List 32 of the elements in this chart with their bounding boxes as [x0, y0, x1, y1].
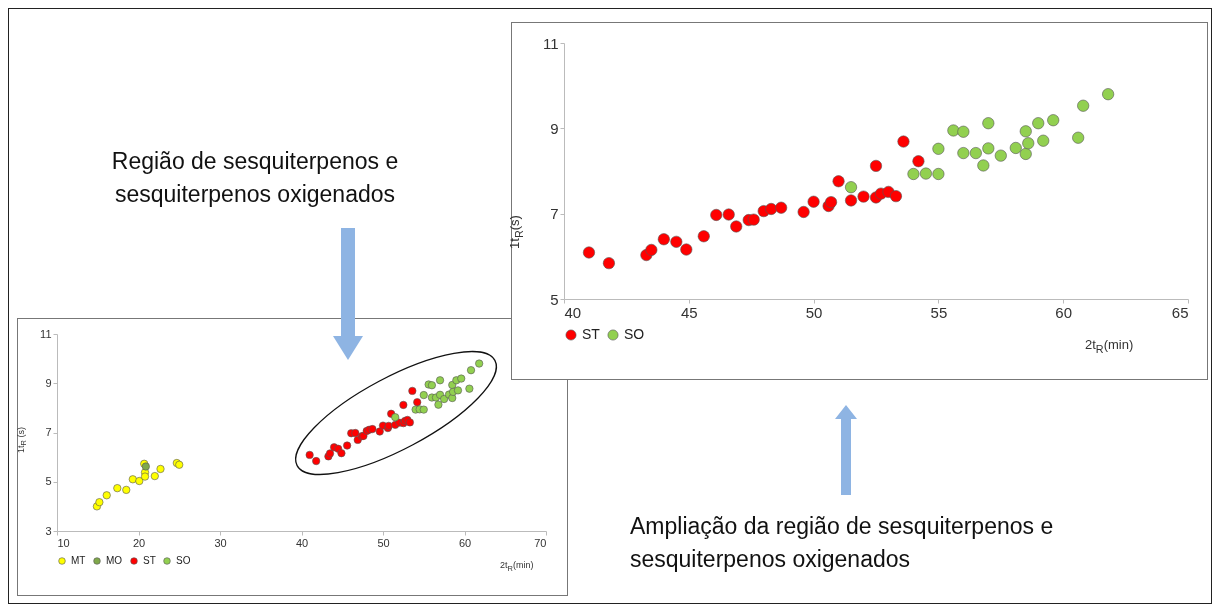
x-tick-label: 10 — [57, 536, 70, 549]
x-tick-label: 40 — [564, 303, 582, 321]
x-tick-label: 30 — [214, 536, 227, 549]
x-tick-label: 60 — [458, 536, 472, 549]
y-tick-label: 11 — [542, 34, 559, 52]
text: Região de sesquiterpenos e sesquiterpenos oxigenados — [110, 147, 400, 209]
x-tick-label: 55 — [930, 303, 948, 321]
y-tick-label: 3 — [45, 524, 52, 537]
x-tick-label: 50 — [377, 536, 390, 549]
legend-label: SO — [176, 555, 191, 566]
x-tick-label: 65 — [1171, 303, 1189, 321]
x-axis-title: 2t$_{R}$(min) — [500, 560, 534, 573]
y-tick-label: 11 — [40, 327, 52, 340]
y-tick-label: 9 — [45, 376, 52, 389]
x-tick-label: 20 — [132, 536, 146, 549]
text: Ampliação da região de sesquiterpenos e sesquiterpenos oxigenados — [630, 512, 1055, 574]
x-tick-label: 70 — [534, 536, 547, 549]
x-tick-label: 60 — [1055, 303, 1073, 321]
legend-label: MO — [106, 555, 123, 566]
y-tick-label: 7 — [45, 426, 52, 438]
x-axis-title: 2t$_{R}$(min) — [1085, 337, 1134, 355]
y-tick-label: 7 — [550, 205, 559, 223]
legend-label: MT — [71, 555, 86, 566]
legend-label: SO — [624, 326, 645, 342]
y-tick-label: 5 — [550, 290, 559, 308]
x-tick-label: 50 — [805, 303, 823, 321]
y-tick-label: 5 — [45, 475, 52, 488]
x-tick-label: 40 — [295, 536, 309, 549]
y-tick-label: 9 — [550, 119, 559, 137]
x-tick-label: 45 — [680, 303, 698, 321]
legend-label: ST — [143, 555, 156, 566]
legend-label: ST — [582, 326, 601, 342]
